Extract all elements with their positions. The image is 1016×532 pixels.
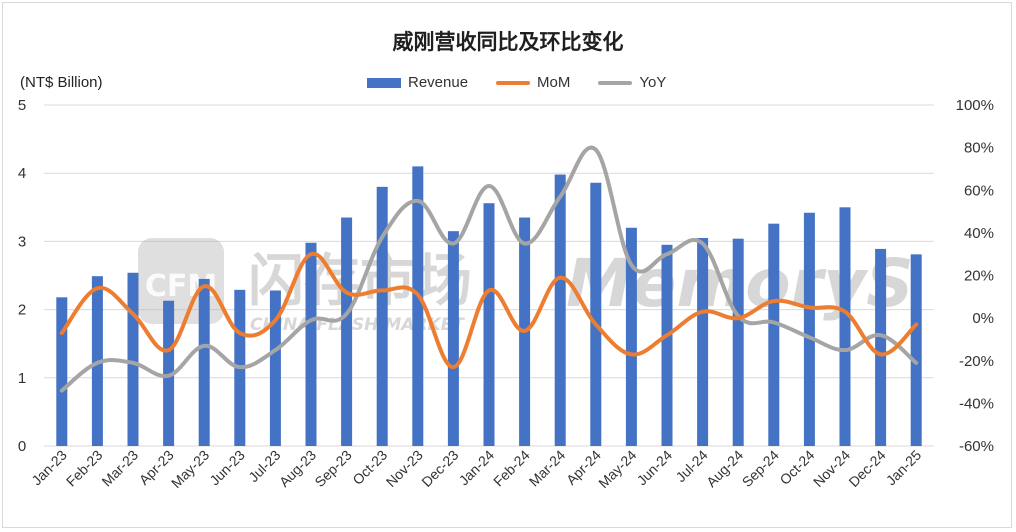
y2-tick-label: 60% [964, 182, 994, 199]
y2-tick-label: 80% [964, 140, 994, 157]
watermark-cn: 闪存市场 [248, 249, 472, 314]
x-tick-label: May-24 [595, 447, 639, 491]
legend-swatch-yoy [598, 80, 633, 85]
revenue-bar [768, 223, 780, 446]
left-axis-ticks: 0 1 2 3 4 5 [18, 97, 26, 455]
x-tick-label: May-23 [168, 447, 212, 491]
x-tick-label: Jan-24 [456, 447, 498, 489]
x-tick-label: Jan-23 [28, 447, 70, 489]
y2-tick-label: 100% [956, 97, 994, 114]
x-tick-label: Feb-24 [490, 447, 533, 490]
line-series [59, 145, 919, 393]
x-tick-label: Jun-23 [206, 447, 248, 489]
legend-swatch-mom [496, 80, 531, 85]
legend-item-yoy: YoY [598, 74, 666, 91]
mom-line [59, 251, 919, 370]
legend: Revenue MoM YoY [367, 74, 694, 91]
yoy-line [59, 145, 919, 393]
y-tick-label: 4 [18, 165, 26, 182]
revenue-bar [661, 244, 673, 446]
x-tick-label: Aug-24 [703, 447, 746, 490]
revenue-bar [376, 186, 388, 446]
legend-label-yoy: YoY [639, 74, 667, 91]
legend-label-revenue: Revenue [408, 74, 469, 91]
x-tick-label: Dec-23 [418, 447, 461, 490]
chart-title: 威刚营收同比及环比变化 [392, 30, 624, 54]
y2-tick-label: -40% [959, 395, 994, 412]
revenue-bar [305, 242, 317, 446]
x-tick-label: Sep-24 [739, 447, 782, 490]
revenue-bar [198, 278, 210, 446]
y2-tick-label: 40% [964, 225, 994, 242]
y2-tick-label: -60% [959, 438, 994, 455]
revenue-bar [127, 272, 139, 446]
legend-item-revenue: Revenue [367, 74, 468, 91]
revenue-bar [56, 297, 68, 446]
revenue-bar [590, 182, 602, 447]
y-tick-label: 5 [18, 97, 26, 114]
revenue-bar [412, 166, 424, 446]
y2-tick-label: 0% [972, 310, 994, 327]
x-tick-label: Mar-23 [98, 447, 141, 490]
y-axis-unit-label: (NT$ Billion) [20, 74, 103, 91]
x-axis-ticks: Jan-23Feb-23Mar-23Apr-23May-23Jun-23Jul-… [28, 447, 924, 491]
x-tick-label: Jun-24 [634, 447, 676, 489]
revenue-bar [163, 300, 175, 446]
y-tick-label: 1 [18, 370, 26, 387]
revenue-bar [483, 203, 495, 446]
revenue-bar [732, 238, 744, 446]
watermark-en: CHINA FLASH MARKET [250, 315, 465, 335]
x-tick-label: Nov-23 [383, 447, 426, 490]
x-tick-label: Aug-23 [276, 447, 319, 490]
x-tick-label: Feb-23 [63, 447, 106, 490]
x-tick-label: Sep-23 [311, 447, 354, 490]
legend-label-mom: MoM [537, 74, 571, 91]
right-axis-ticks: -60% -40% -20% 0% 20% 40% 60% 80% 100% [956, 97, 994, 455]
revenue-bar [625, 227, 637, 446]
revenue-bar [803, 212, 815, 446]
y-tick-label: 0 [18, 438, 26, 455]
y-tick-label: 2 [18, 302, 26, 319]
revenue-bar [554, 174, 566, 446]
legend-item-mom: MoM [496, 74, 570, 91]
y2-tick-label: 20% [964, 268, 994, 285]
revenue-bar [697, 237, 709, 446]
x-tick-label: Mar-24 [526, 447, 569, 490]
x-tick-label: Nov-24 [810, 447, 853, 490]
revenue-bar [269, 290, 281, 446]
y2-tick-label: -20% [959, 353, 994, 370]
revenue-bar [875, 248, 887, 446]
x-tick-label: Jan-25 [883, 447, 925, 489]
revenue-bar [839, 207, 851, 446]
x-tick-label: Dec-24 [845, 447, 888, 490]
revenue-bar [910, 254, 922, 446]
revenue-bar [447, 231, 459, 446]
revenue-bar [341, 217, 353, 446]
legend-swatch-revenue [367, 77, 401, 88]
y-tick-label: 3 [18, 233, 26, 250]
